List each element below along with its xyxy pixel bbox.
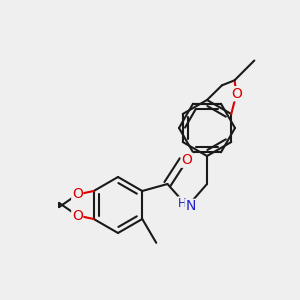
- Text: O: O: [182, 153, 192, 167]
- Text: O: O: [72, 188, 83, 202]
- Text: H: H: [178, 197, 187, 210]
- Text: O: O: [231, 87, 242, 101]
- Text: O: O: [72, 208, 83, 223]
- Text: N: N: [185, 200, 196, 213]
